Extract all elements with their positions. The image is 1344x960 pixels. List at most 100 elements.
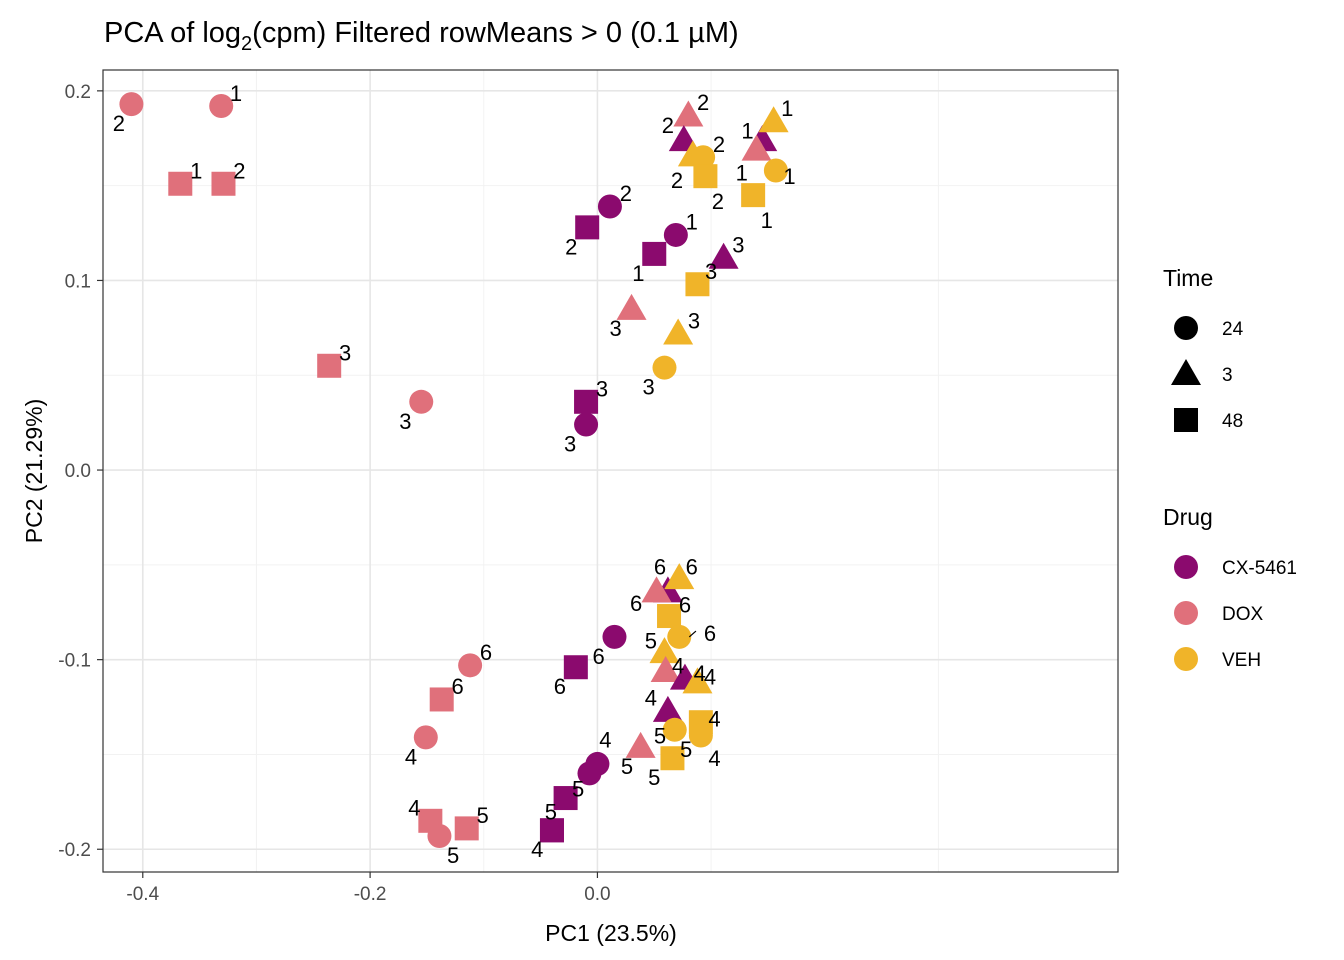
point-label: 2 [713, 132, 725, 157]
point-dox-24h [413, 725, 438, 750]
x-tick-label: 0.0 [584, 884, 610, 905]
plot-panel-border [102, 69, 1119, 873]
point-veh-3h [649, 637, 680, 664]
point-dox-24h [409, 389, 434, 414]
point-veh-48h [657, 604, 682, 629]
legend-time-square-key [1174, 408, 1198, 432]
legend-time-circle-key [1174, 316, 1198, 340]
point-label: 4 [704, 665, 716, 690]
point-label: 2 [671, 168, 683, 193]
point-label: 1 [632, 261, 644, 286]
legend-drug-title: Drug [1163, 504, 1213, 530]
point-cx-5461-24h [663, 222, 688, 247]
point-label: 3 [399, 409, 411, 434]
point-dox-24h [458, 653, 483, 678]
point-cx-5461-24h [574, 412, 599, 437]
point-label: 1 [686, 210, 698, 235]
point-dox-48h [454, 816, 479, 841]
point-label: 6 [451, 674, 463, 699]
legend-time-label: 3 [1222, 365, 1233, 386]
axis-ticks: -0.4 -0.2 0.0 0.2 0.1 0.0 -0.1 -0.2 [58, 82, 610, 905]
point-dox-48h [168, 171, 193, 196]
legend-drug-key [1174, 601, 1198, 625]
legend-drug-label: CX-5461 [1222, 558, 1297, 579]
point-veh-3h [663, 318, 694, 345]
point-cx-5461-48h [539, 818, 564, 843]
legend-drug-key [1174, 647, 1198, 671]
point-label: 2 [565, 234, 577, 259]
point-veh-24h [691, 145, 716, 170]
point-label: 4 [408, 796, 420, 821]
point-cx-5461-3h [708, 242, 739, 269]
point-dox-3h [641, 576, 672, 603]
point-label: 1 [761, 208, 773, 233]
point-label: 4 [708, 706, 720, 731]
point-cx-5461-48h [575, 215, 600, 240]
point-veh-3h [664, 563, 695, 590]
point-label: 3 [688, 308, 700, 333]
point-label: 2 [712, 189, 724, 214]
y-tick-label: -0.2 [58, 840, 91, 861]
x-tick-label: -0.2 [354, 884, 387, 905]
point-veh-24h [763, 158, 788, 183]
point-label: 5 [654, 723, 666, 748]
point-veh-24h [667, 624, 692, 649]
point-veh-24h [652, 355, 677, 380]
point-label: 6 [704, 621, 716, 646]
x-axis-label: PC1 (23.5%) [545, 920, 677, 946]
point-veh-24h [688, 723, 713, 748]
point-label: 4 [694, 661, 706, 686]
point-label: 3 [609, 316, 621, 341]
grid-lines [103, 70, 1118, 872]
legend: Time 24 3 48 Drug CX-5461 DOX VEH [1163, 265, 1297, 671]
point-veh-48h [685, 272, 710, 297]
point-label: 4 [599, 727, 611, 752]
point-dox-48h [429, 687, 454, 712]
point-dox-24h [427, 823, 452, 848]
point-label: 6 [554, 674, 566, 699]
point-dox-3h [741, 134, 772, 161]
point-label: 6 [592, 644, 604, 669]
point-cx-5461-24h [602, 624, 627, 649]
point-label: 2 [662, 113, 674, 138]
y-tick-label: 0.0 [65, 461, 91, 482]
point-label: 1 [781, 96, 793, 121]
point-veh-3h [758, 106, 789, 133]
point-cx-5461-24h [597, 194, 622, 219]
point-dox-3h [616, 293, 647, 320]
point-dox-24h [209, 94, 234, 119]
point-label: 5 [447, 843, 459, 868]
point-cx-5461-48h [642, 241, 667, 266]
point-label: 1 [741, 119, 753, 144]
legend-drug-key [1174, 555, 1198, 579]
point-dox-24h [119, 92, 144, 117]
point-label: 5 [545, 799, 557, 824]
point-dox-3h [650, 656, 681, 683]
point-label: 5 [572, 777, 584, 802]
point-label: 4 [645, 686, 657, 711]
label-leader-line [688, 630, 697, 638]
point-label: 3 [596, 377, 608, 402]
point-label: 4 [531, 837, 543, 862]
point-dox-3h [625, 731, 656, 758]
point-veh-24h [662, 717, 687, 742]
point-veh-48h [660, 746, 685, 771]
point-label: 5 [680, 737, 692, 762]
y-axis-label: PC2 (21.29%) [21, 399, 47, 543]
legend-time-triangle-key [1171, 359, 1201, 385]
point-veh-3h [682, 667, 713, 694]
point-label: 2 [233, 158, 245, 183]
point-label: 1 [783, 164, 795, 189]
y-tick-label: -0.1 [58, 651, 91, 672]
point-cx-5461-3h [652, 695, 683, 722]
point-label: 4 [405, 744, 417, 769]
point-label: 3 [732, 232, 744, 257]
point-label: 4 [672, 653, 684, 678]
point-label: 6 [686, 555, 698, 580]
legend-time-label: 24 [1222, 319, 1244, 340]
legend-time-label: 48 [1222, 411, 1243, 432]
y-tick-label: 0.1 [65, 271, 91, 292]
point-label: 4 [708, 746, 720, 771]
point-label: 2 [113, 111, 125, 136]
